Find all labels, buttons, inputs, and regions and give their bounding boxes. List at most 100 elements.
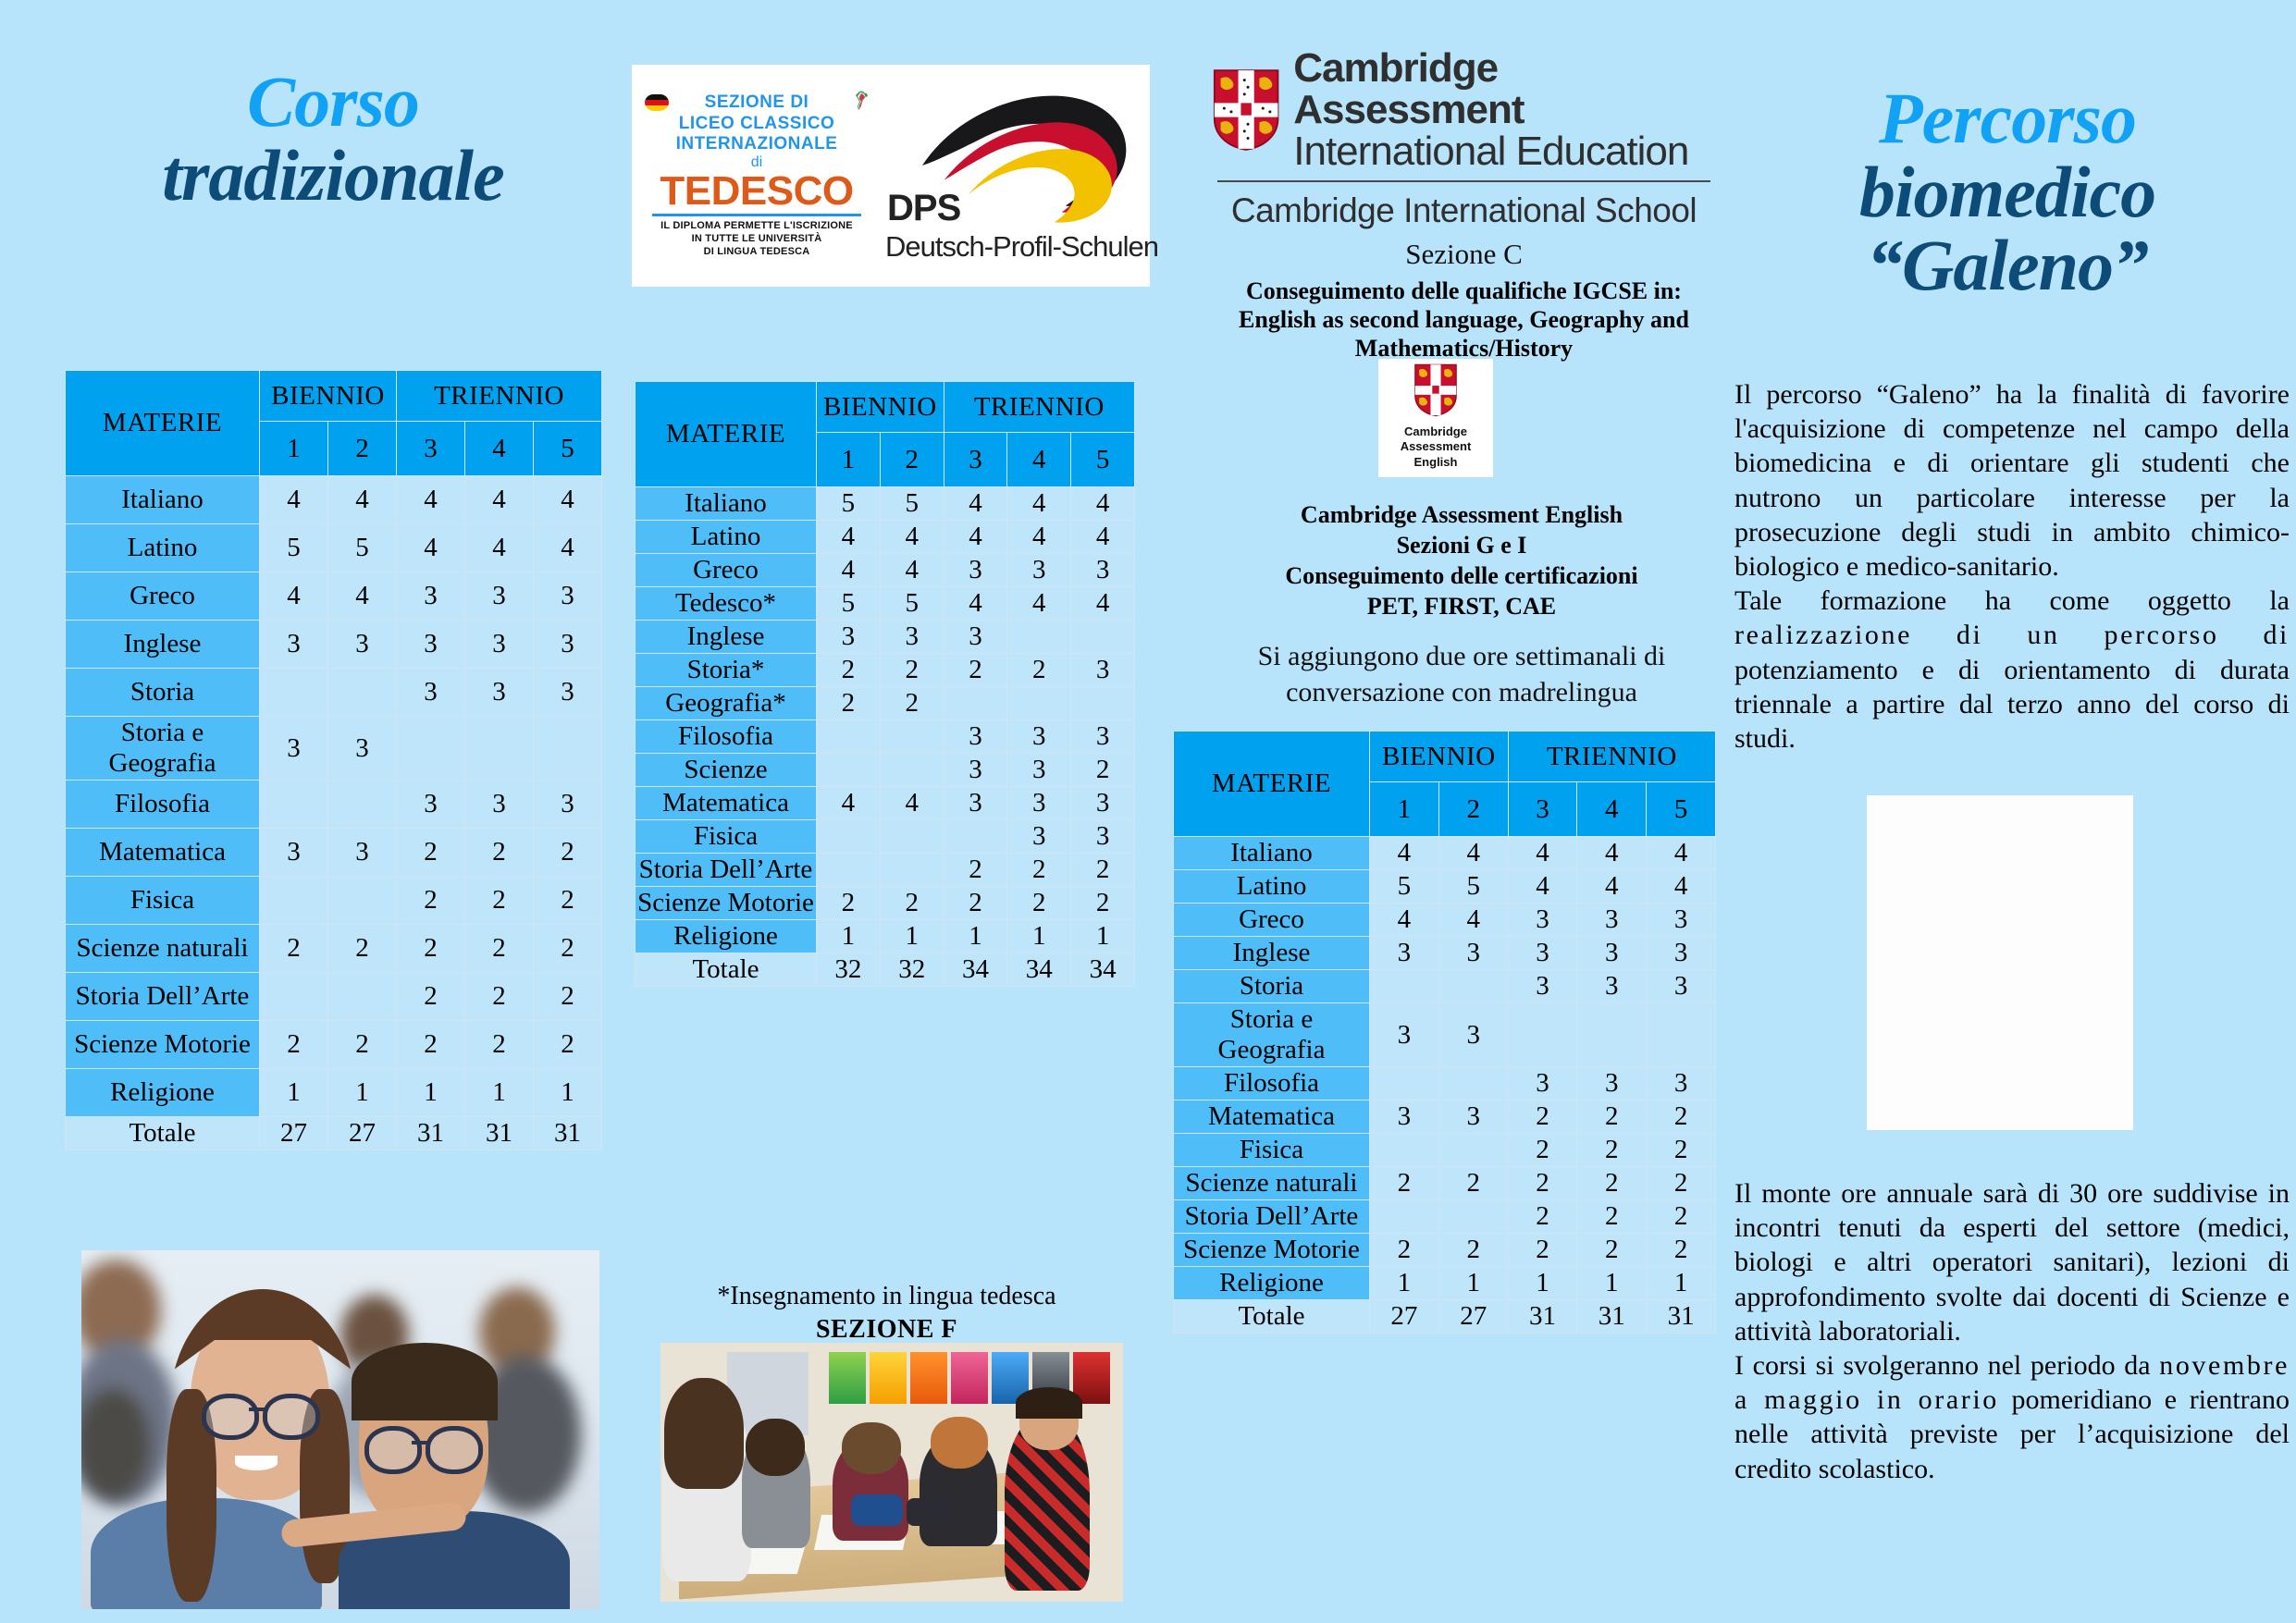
subject-cell: Italiano [1173,836,1370,870]
table-row: Greco 4 4 3 3 3 [635,553,1136,587]
hours-cell: 3 [533,620,603,669]
hours-cell [464,716,535,781]
column-group-biennio: BIENNIO [1369,731,1509,782]
column-header-year-1: 1 [259,421,328,476]
hours-cell [879,753,944,787]
column-header-year-3: 3 [396,421,466,476]
hours-cell: 3 [1646,969,1717,1003]
subject-cell: Scienze Motorie [635,886,817,920]
hours-cell: 3 [1070,653,1136,687]
column-group-triennio: TRIENNIO [943,381,1136,433]
engraving-portrait-galen [1867,795,2133,1130]
hours-cell: 2 [464,876,535,925]
total-cell: 31 [396,1116,466,1150]
dps-swoosh-icon [921,95,1127,223]
hours-cell: 1 [1369,1266,1439,1300]
hours-cell: 3 [396,780,466,829]
subject-cell: Scienze Motorie [1173,1233,1370,1267]
subject-cell: Storia Dell’Arte [65,972,260,1021]
table-row: Scienze Motorie 2 2 2 2 2 [635,886,1136,920]
hours-cell: 2 [816,686,881,720]
hours-cell: 3 [1576,903,1648,937]
hours-cell: 1 [259,1068,328,1117]
cec-line3: Conseguimento delle certificazioni [1285,562,1638,590]
subject-cell: Greco [635,553,817,587]
hours-cell: 2 [1646,1100,1717,1134]
page-title-left: Corso tradizionale [37,65,629,212]
table-row: Fisica 2 2 2 [1173,1133,1717,1167]
hours-cell: 3 [1646,936,1717,970]
galeno-para2-a: Tale formazione ha come oggetto la [1734,585,2290,617]
hours-cell: 2 [879,886,944,920]
table-row: Storia Dell’Arte 2 2 2 [1173,1199,1717,1234]
hours-cell: 2 [1369,1166,1439,1200]
hours-cell: 3 [1507,936,1578,970]
hours-cell: 4 [816,786,881,820]
hours-cell: 2 [259,1020,328,1069]
subject-cell: Religione [1173,1266,1370,1300]
hours-cell: 3 [943,620,1008,654]
table-row: Greco 4 4 3 3 3 [65,572,603,621]
hours-cell: 4 [1646,869,1717,904]
hours-cell: 3 [1006,819,1072,854]
hours-cell: 2 [533,1020,603,1069]
hours-cell: 1 [396,1068,466,1117]
table-row: Scienze naturali 2 2 2 2 2 [65,924,603,973]
column-group-triennio: TRIENNIO [1507,731,1717,782]
hours-cell: 1 [1576,1266,1648,1300]
hours-cell: 3 [1507,903,1578,937]
table-row: Religione 1 1 1 1 1 [635,919,1136,953]
hours-cell: 4 [943,486,1008,521]
hours-cell: 2 [1576,1233,1648,1267]
hours-cell: 2 [1507,1100,1578,1134]
total-cell: 34 [1070,953,1136,987]
table-row: Storia Dell’Arte 2 2 2 [65,972,603,1021]
total-cell: 27 [327,1116,398,1150]
hours-cell: 4 [1006,486,1072,521]
hours-cell: 3 [1438,1002,1509,1067]
galeno-description-top: Il percorso “Galeno” ha la finalità di f… [1734,377,2290,756]
dps-full-name: Deutsch-Profil-Schulen [885,230,1159,263]
hours-cell: 2 [1576,1100,1648,1134]
table-total-row: Totale 27 27 31 31 31 [65,1116,603,1150]
subject-cell: Scienze Motorie [65,1020,260,1069]
table-row: Matematica 3 3 2 2 2 [65,828,603,877]
subject-cell: Geografia* [635,686,817,720]
table-row: Storia e Geografia 3 3 [1173,1002,1717,1067]
hours-cell [1369,1066,1439,1100]
pencil-case-2 [907,1498,955,1526]
tedesco-word: TEDESCO [660,168,854,215]
total-label: Totale [1173,1299,1370,1334]
hours-cell: 4 [1576,836,1648,870]
subject-cell: Religione [635,919,817,953]
hours-cell: 2 [533,876,603,925]
title-left-line2: tradizionale [162,134,504,215]
column-header-year-2: 2 [327,421,398,476]
hours-cell: 2 [1576,1133,1648,1167]
hours-cell [1369,969,1439,1003]
hours-cell: 2 [1070,886,1136,920]
column-group-biennio: BIENNIO [258,370,398,422]
hours-cell: 4 [1070,586,1136,621]
table-row: Filosofia 3 3 3 [1173,1066,1717,1100]
hours-cell: 1 [816,919,881,953]
hours-cell: 2 [464,828,535,877]
subject-cell: Inglese [65,620,260,669]
photo-two-students-smiling [81,1250,599,1609]
subject-cell: Italiano [65,475,260,524]
page-title-right: Percorso biomedico “Galeno” [1721,81,2294,302]
madre-line2: conversazione con madrelingua [1286,677,1637,707]
hours-cell: 2 [1438,1233,1509,1267]
tedesco-logo: SEZIONE DI LICEO CLASSICO INTERNAZIONALE… [641,91,872,258]
galeno-description-bottom: Il monte ore annuale sarà di 30 ore sudd… [1734,1176,2290,1486]
subject-cell: Inglese [635,620,817,654]
total-cell: 31 [1646,1299,1717,1334]
hours-cell: 4 [1070,520,1136,554]
hours-cell: 2 [1369,1233,1439,1267]
hours-cell: 4 [464,523,535,572]
hours-cell [816,853,881,887]
hours-cell: 4 [1369,836,1439,870]
hours-cell: 4 [464,475,535,524]
total-cell: 27 [259,1116,328,1150]
